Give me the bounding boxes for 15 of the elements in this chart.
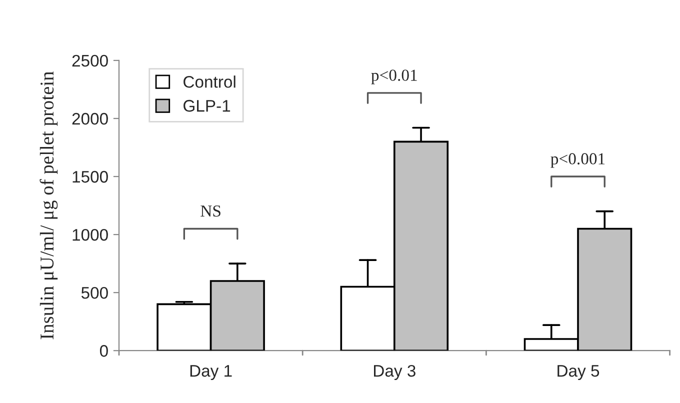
y-tick-label: 500	[81, 286, 108, 299]
y-tick-label: 1000	[72, 228, 108, 241]
y-tick-label: 1500	[72, 170, 108, 183]
x-tick-label: Day 1	[190, 365, 232, 380]
legend-label: Control	[184, 76, 236, 88]
x-tick-label: Day 3	[374, 364, 416, 380]
legend-label: GLP-1	[184, 100, 230, 112]
annotation: p<0.001	[550, 153, 605, 168]
annotation: NS	[200, 205, 220, 217]
y-axis-title: Insulin μU/ml/ μg of pellet protein	[40, 71, 58, 340]
y-tick-label: 2000	[72, 112, 108, 125]
y-tick-label: 2500	[72, 54, 108, 67]
annotation: p<0.01	[371, 70, 417, 84]
x-tick-label: Day 5	[558, 365, 600, 380]
y-tick-label: 0	[100, 345, 108, 357]
